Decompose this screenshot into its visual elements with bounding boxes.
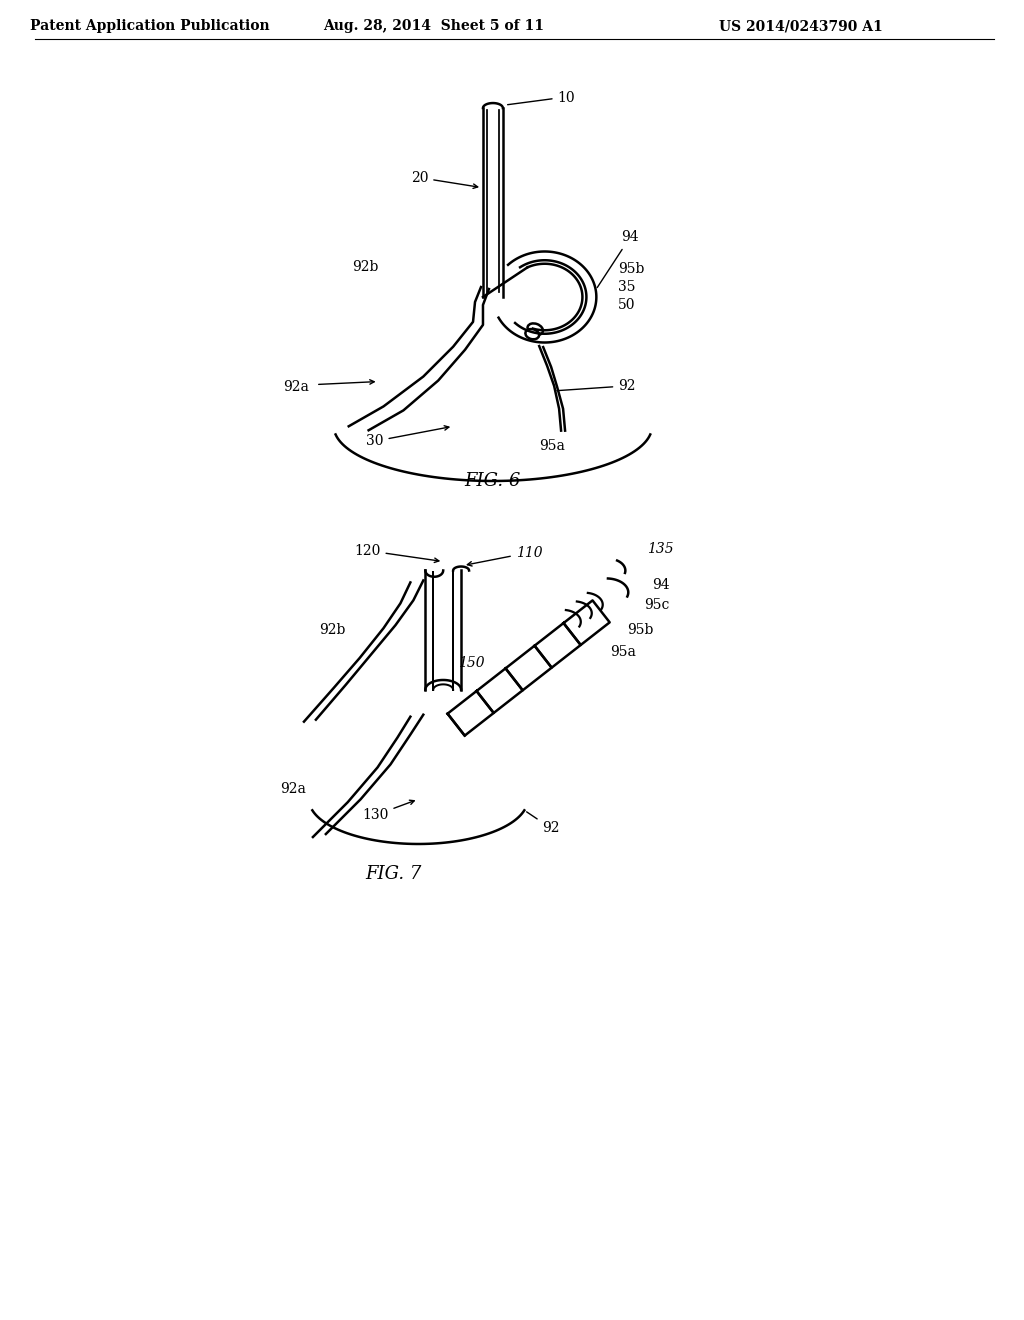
Ellipse shape (527, 323, 543, 335)
Text: 120: 120 (354, 544, 439, 562)
Text: 135: 135 (647, 541, 674, 556)
Text: 94: 94 (652, 578, 670, 593)
Text: Patent Application Publication: Patent Application Publication (30, 20, 269, 33)
Text: 95a: 95a (540, 438, 565, 453)
Text: 50: 50 (618, 298, 636, 312)
Text: US 2014/0243790 A1: US 2014/0243790 A1 (719, 20, 883, 33)
Text: 92b: 92b (319, 623, 346, 638)
Text: 92b: 92b (352, 260, 379, 275)
Text: 92: 92 (557, 379, 636, 393)
Text: 95b: 95b (618, 263, 644, 276)
Text: 95b: 95b (628, 623, 653, 638)
Text: 20: 20 (411, 170, 478, 189)
Text: 110: 110 (467, 545, 543, 566)
Text: 95c: 95c (644, 598, 670, 612)
Text: FIG. 7: FIG. 7 (366, 865, 422, 883)
Text: 35: 35 (618, 280, 636, 294)
Text: 94: 94 (597, 230, 639, 288)
Ellipse shape (525, 329, 539, 339)
Text: 150: 150 (458, 656, 484, 669)
Text: 92a: 92a (283, 380, 309, 393)
Text: 92: 92 (526, 812, 560, 836)
Text: 95a: 95a (610, 645, 636, 659)
Text: 92a: 92a (281, 783, 306, 796)
Text: FIG. 6: FIG. 6 (465, 473, 521, 490)
Text: 130: 130 (362, 800, 415, 822)
Text: 10: 10 (508, 91, 575, 106)
Text: 30: 30 (366, 426, 449, 449)
Text: Aug. 28, 2014  Sheet 5 of 11: Aug. 28, 2014 Sheet 5 of 11 (323, 20, 544, 33)
